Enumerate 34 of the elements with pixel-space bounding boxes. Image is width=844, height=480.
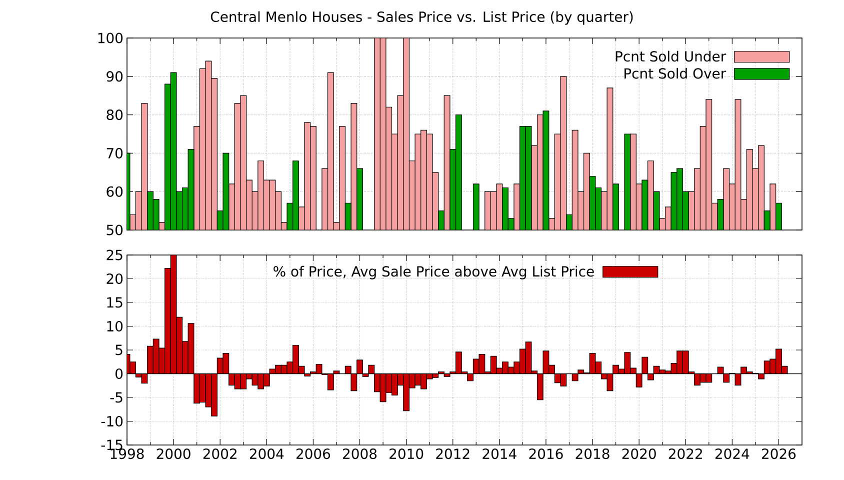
y-tick-label: 20 bbox=[106, 273, 123, 284]
x-tick-label: 2006 bbox=[296, 448, 330, 460]
x-tick-label: 2000 bbox=[156, 448, 190, 460]
y-tick-label: 70 bbox=[106, 148, 123, 158]
y-tick-label: -5 bbox=[110, 392, 122, 403]
chart-title: Central Menlo Houses - Sales Price vs. List Price (by quarter) bbox=[210, 11, 633, 25]
x-tick-label: 2010 bbox=[390, 448, 424, 460]
y-tick-label: -15 bbox=[101, 440, 122, 450]
y-tick-label: 0 bbox=[116, 368, 123, 380]
x-tick-label: 2016 bbox=[529, 448, 563, 460]
x-tick-label: 2022 bbox=[668, 448, 702, 460]
y-tick-label: 100 bbox=[98, 32, 123, 44]
y-tick-label: 10 bbox=[107, 320, 123, 332]
y-tick-label: 15 bbox=[107, 297, 122, 308]
y-tick-label: 90 bbox=[106, 71, 123, 82]
y-tick-label: -10 bbox=[101, 416, 123, 427]
legend-label: Pcnt Sold Over bbox=[624, 68, 726, 79]
legend-label: Pcnt Sold Under bbox=[616, 50, 726, 62]
x-tick-label: 2012 bbox=[436, 448, 470, 460]
legend-label: % of Price, Avg Sale Price above Avg List Price bbox=[274, 266, 594, 280]
x-tick-label: 1998 bbox=[110, 448, 144, 460]
y-tick-label: 60 bbox=[106, 186, 123, 197]
x-tick-label: 2018 bbox=[576, 448, 610, 460]
y-tick-label: 5 bbox=[116, 344, 122, 356]
y-tick-label: 25 bbox=[106, 250, 122, 260]
x-tick-label: 2026 bbox=[762, 448, 796, 460]
x-tick-label: 2014 bbox=[482, 448, 516, 460]
x-tick-label: 2024 bbox=[715, 448, 750, 460]
x-tick-label: 2004 bbox=[250, 448, 284, 460]
x-tick-label: 2002 bbox=[203, 448, 236, 460]
y-tick-label: 50 bbox=[106, 224, 123, 236]
x-tick-label: 2008 bbox=[343, 448, 377, 460]
x-tick-label: 2020 bbox=[622, 448, 656, 460]
y-tick-label: 80 bbox=[106, 110, 123, 120]
